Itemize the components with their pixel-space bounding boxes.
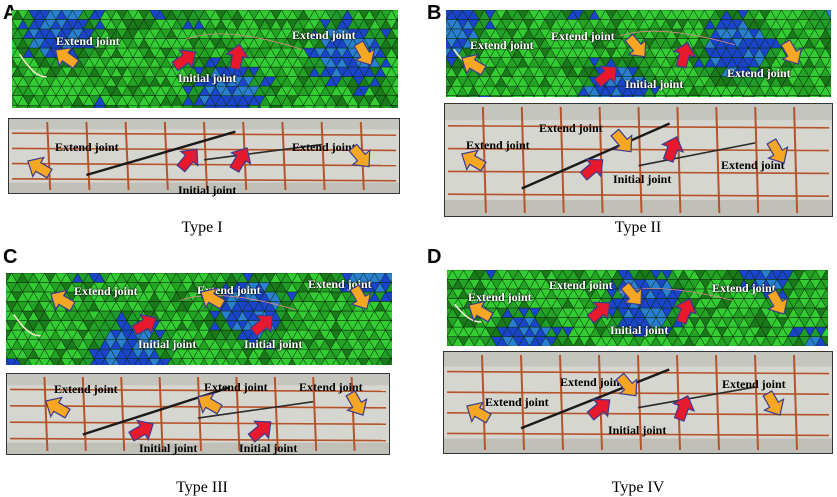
orange-arrow-icon (762, 390, 785, 416)
sim-d-extend-label-2: Extend joint (549, 278, 613, 292)
orange-arrow-icon (766, 138, 789, 164)
photo-a-extend-label-1: Extend joint (55, 140, 119, 154)
red-arrow-icon (660, 136, 685, 163)
photo-image-d (443, 351, 833, 454)
orange-arrow-icon (349, 284, 372, 310)
sim-d-extend-label-1: Extend joint (468, 290, 532, 304)
orange-arrow-icon (466, 401, 492, 424)
photo-image-a (8, 118, 400, 194)
sim-d-extend-label-3: Extend joint (712, 281, 776, 295)
photo-a-extend-label-2: Extend joint (292, 140, 356, 154)
orange-arrow-icon (348, 143, 371, 168)
sim-b-extend-label-1: Extend joint (470, 38, 534, 52)
orange-arrow-icon (345, 390, 368, 416)
photo-d-arrows (466, 372, 785, 424)
sim-d-initial-label: Initial joint (610, 323, 669, 337)
orange-arrow-icon (54, 47, 80, 70)
photo-a-arrows (27, 143, 371, 179)
photo-c-initial-label-1: Initial joint (139, 441, 198, 455)
orange-arrow-icon (45, 396, 71, 419)
panel-letter-d: D (427, 246, 442, 268)
red-arrow-icon (586, 398, 611, 421)
sim-b-extend-label-2: Extend joint (551, 29, 615, 43)
red-arrow-icon (128, 419, 154, 442)
orange-arrow-icon (780, 39, 803, 65)
orange-arrow-icon (766, 289, 789, 315)
red-arrow-icon (593, 65, 618, 88)
red-arrow-icon (671, 395, 696, 422)
caption-type-iv: Type IV (611, 479, 665, 496)
sim-a-initial-label: Initial joint (178, 71, 237, 85)
sim-a-arrows (54, 40, 376, 72)
photo-d-extend-label-1: Extend joint (485, 395, 549, 409)
sim-b-extend-label-3: Extend joint (727, 66, 791, 80)
sim-b-arrows (461, 33, 803, 88)
sim-c-initial-label-1: Initial joint (138, 337, 197, 351)
panel-letter-c: C (3, 246, 18, 268)
photo-d-extend-label-2: Extend joint (560, 375, 624, 389)
photo-c-initial-label-2: Initial joint (239, 441, 298, 455)
photo-b-initial-label: Initial joint (613, 172, 672, 186)
sim-d-arrows (468, 281, 789, 325)
simulation-image-a (12, 10, 398, 108)
orange-arrow-icon (461, 53, 487, 76)
photo-c-extend-label-2: Extend joint (204, 380, 268, 394)
orange-arrow-icon (461, 149, 487, 172)
red-arrow-icon (176, 148, 199, 173)
red-arrow-icon (247, 420, 272, 443)
photo-d-initial-label: Initial joint (608, 423, 667, 437)
sim-c-extend-label-1: Extend joint (74, 284, 138, 298)
orange-arrow-icon (615, 372, 638, 397)
red-arrow-icon (225, 43, 250, 71)
orange-arrow-icon (610, 128, 633, 153)
photo-b-extend-label-2: Extend joint (539, 121, 603, 135)
red-arrow-icon (673, 298, 698, 325)
red-arrow-icon (672, 41, 697, 69)
orange-arrow-icon (50, 289, 76, 312)
red-arrow-icon (249, 314, 274, 337)
orange-arrow-icon (27, 156, 53, 179)
photo-image-b (444, 103, 833, 217)
caption-type-iii: Type III (176, 479, 228, 496)
sim-a-extend-label-1: Extend joint (56, 34, 120, 48)
caption-type-ii: Type II (614, 219, 662, 236)
red-arrow-icon (131, 313, 157, 336)
sim-b-initial-label: Initial joint (625, 77, 684, 91)
photo-image-c (6, 373, 390, 455)
sim-a-extend-label-2: Extend joint (292, 28, 356, 42)
photo-b-extend-label-3: Extend joint (721, 158, 785, 172)
photo-b-arrows (461, 128, 789, 181)
photo-c-extend-label-1: Extend joint (54, 382, 118, 396)
orange-arrow-icon (468, 300, 494, 323)
orange-arrow-icon (353, 40, 376, 66)
red-arrow-icon (579, 158, 604, 181)
orange-arrow-icon (197, 392, 223, 415)
sim-c-initial-label-2: Initial joint (244, 337, 303, 351)
orange-arrow-icon (624, 33, 647, 58)
photo-b-extend-label-1: Extend joint (466, 138, 530, 152)
panel-letter-b: B (427, 2, 442, 24)
red-arrow-icon (171, 49, 197, 72)
orange-arrow-icon (620, 281, 643, 306)
orange-arrow-icon (200, 287, 226, 310)
photo-a-initial-label: Initial joint (178, 183, 237, 197)
photo-c-extend-label-3: Extend joint (299, 380, 363, 394)
photo-d-extend-label-3: Extend joint (722, 377, 786, 391)
caption-type-i: Type I (181, 219, 223, 236)
simulation-image-c (6, 273, 392, 365)
photo-c-arrows (45, 390, 368, 443)
red-arrow-icon (229, 147, 252, 173)
red-arrow-icon (586, 301, 611, 324)
sim-c-arrows (50, 284, 372, 337)
